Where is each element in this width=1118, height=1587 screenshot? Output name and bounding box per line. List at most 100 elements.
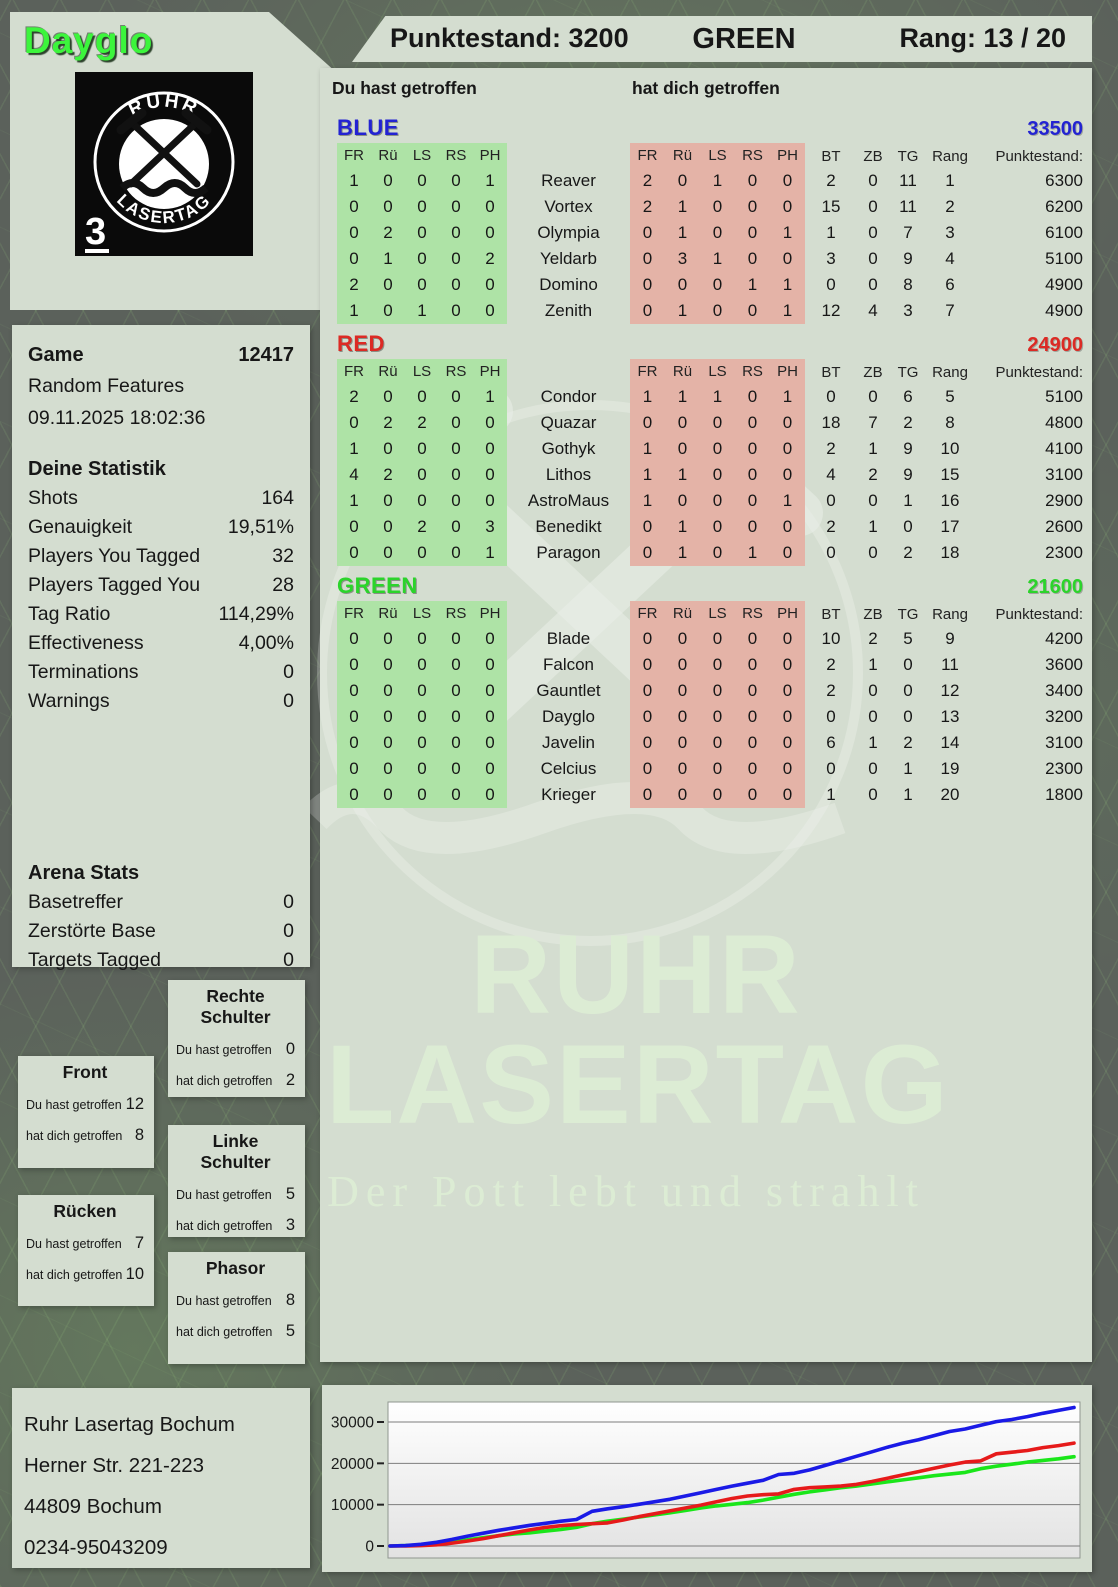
du-hit-cell: 0 — [371, 436, 405, 462]
col-header: TG — [897, 147, 919, 165]
du-hit-cell: 0 — [371, 194, 405, 220]
dich-hit-cell: 0 — [735, 168, 770, 194]
du-value: 5 — [285, 1185, 295, 1203]
zb-cell: 2 — [868, 629, 878, 648]
hitzone-title: Linke Schulter — [200, 1131, 271, 1172]
tg-cell: 2 — [903, 413, 913, 432]
rang-cell: 7 — [945, 301, 955, 320]
dich-hit-cell: 0 — [665, 488, 700, 514]
stat-label: Tag Ratio — [28, 603, 111, 625]
dich-hit-cell: 0 — [700, 272, 735, 298]
du-hit-cell: 0 — [439, 298, 473, 324]
player-row: 0 2 0 0 0 Olympia 0 1 0 0 1 1 0 7 3 6100 — [330, 220, 1083, 246]
bt-cell: 1 — [826, 223, 836, 242]
player-name: Krieger — [541, 785, 596, 804]
du-hit-cell: 0 — [439, 272, 473, 298]
dich-hit-cell: 1 — [770, 298, 805, 324]
zb-cell: 0 — [868, 387, 878, 406]
punktestand-cell: 3200 — [1045, 707, 1083, 726]
punktestand-cell: 6100 — [1045, 223, 1083, 242]
tg-cell: 11 — [899, 171, 917, 190]
col-header: Rü — [665, 359, 700, 385]
du-hit-cell: 0 — [405, 704, 439, 730]
dich-hit-cell: 1 — [630, 462, 665, 488]
stat-label: Targets Tagged — [28, 949, 161, 971]
col-header: RS — [439, 601, 473, 627]
dich-hit-cell: 1 — [700, 246, 735, 272]
du-hit-cell: 0 — [439, 462, 473, 488]
dich-hit-cell: 0 — [735, 298, 770, 324]
player-name: Domino — [539, 275, 598, 294]
dich-label: hat dich getroffen — [26, 1129, 123, 1143]
du-hit-cell: 0 — [439, 514, 473, 540]
du-hit-cell: 0 — [405, 756, 439, 782]
player-row: 1 0 1 0 0 Zenith 0 1 0 0 1 12 4 3 7 4900 — [330, 298, 1083, 324]
table-header-row: FR Rü LS RS PH FR Rü LS RS PH BT ZB TG Rang Punktestan… — [330, 601, 1083, 627]
zb-cell: 0 — [868, 491, 878, 510]
dich-label: hat dich getroffen — [26, 1268, 123, 1282]
dich-hit-cell: 0 — [630, 410, 665, 436]
stats-section-title: Deine Statistik — [28, 458, 166, 480]
dich-hit-cell: 0 — [630, 730, 665, 756]
dich-hit-cell: 1 — [630, 384, 665, 410]
col-header: FR — [337, 143, 371, 169]
col-header: BT — [821, 605, 841, 623]
tg-cell: 0 — [903, 707, 913, 726]
dich-hit-cell: 0 — [735, 678, 770, 704]
du-hit-cell: 0 — [337, 756, 371, 782]
du-hit-cell: 4 — [337, 462, 371, 488]
col-header: ZB — [863, 147, 883, 165]
col-header: PH — [473, 359, 507, 385]
dich-hit-cell: 0 — [770, 194, 805, 220]
dich-hit-cell: 2 — [630, 194, 665, 220]
tg-cell: 3 — [903, 301, 913, 320]
du-hit-cell: 0 — [439, 168, 473, 194]
du-hit-cell: 0 — [473, 298, 507, 324]
stat-label: Terminations — [28, 661, 139, 683]
col-header: LS — [405, 143, 439, 169]
col-header: RS — [439, 359, 473, 385]
rang-cell: 16 — [940, 491, 960, 510]
du-hit-cell: 0 — [371, 540, 405, 566]
stat-row: Genauigkeit 19,51% — [28, 513, 294, 542]
du-hit-cell: 0 — [405, 194, 439, 220]
du-hit-cell: 0 — [371, 652, 405, 678]
du-hit-cell: 0 — [371, 678, 405, 704]
bt-cell: 2 — [826, 171, 836, 190]
team-total-score: 33500 — [1027, 118, 1083, 140]
rang-cell: 18 — [940, 543, 960, 562]
dich-hit-cell: 1 — [630, 436, 665, 462]
du-hit-cell: 2 — [371, 462, 405, 488]
player-row: 0 0 0 0 0 Blade 0 0 0 0 0 10 2 5 9 4200 — [330, 626, 1083, 652]
stat-label: Shots — [28, 487, 78, 509]
zb-cell: 0 — [868, 275, 878, 294]
y-tick-label: 10000 — [331, 1497, 374, 1514]
punktestand-cell: 2600 — [1045, 517, 1083, 536]
tg-cell: 7 — [903, 223, 913, 242]
du-hit-cell: 0 — [439, 782, 473, 808]
du-hit-cell: 1 — [337, 298, 371, 324]
dich-hit-cell: 0 — [770, 782, 805, 808]
rang-cell: 17 — [940, 517, 960, 536]
stat-value: 0 — [283, 920, 294, 942]
bt-cell: 2 — [826, 517, 836, 536]
du-hit-cell: 0 — [371, 514, 405, 540]
du-hit-cell: 0 — [473, 704, 507, 730]
dich-hit-cell: 1 — [770, 488, 805, 514]
ruhr-lasertag-logo-icon: RUHR LASERTAG 3 — [75, 72, 253, 256]
du-hit-cell: 0 — [439, 678, 473, 704]
table-header-row: FR Rü LS RS PH FR Rü LS RS PH BT ZB TG Rang Punktestan… — [330, 143, 1083, 169]
dich-hit-cell: 0 — [770, 678, 805, 704]
game-number: 12417 — [238, 344, 294, 366]
rang-cell: 12 — [940, 681, 960, 700]
bt-cell: 4 — [826, 465, 836, 484]
punktestand-cell: 5100 — [1045, 249, 1083, 268]
dich-hit-cell: 1 — [770, 272, 805, 298]
score-progress-chart-panel: 0 10000 20000 30000 — [322, 1385, 1092, 1572]
du-hit-cell: 0 — [405, 220, 439, 246]
du-hit-cell: 0 — [439, 704, 473, 730]
player-row: 0 0 0 0 0 Gauntlet 0 0 0 0 0 2 0 0 12 3400 — [330, 678, 1083, 704]
rang-cell: 11 — [941, 655, 959, 674]
punktestand-cell: 3100 — [1045, 465, 1083, 484]
col-header: RS — [735, 143, 770, 169]
